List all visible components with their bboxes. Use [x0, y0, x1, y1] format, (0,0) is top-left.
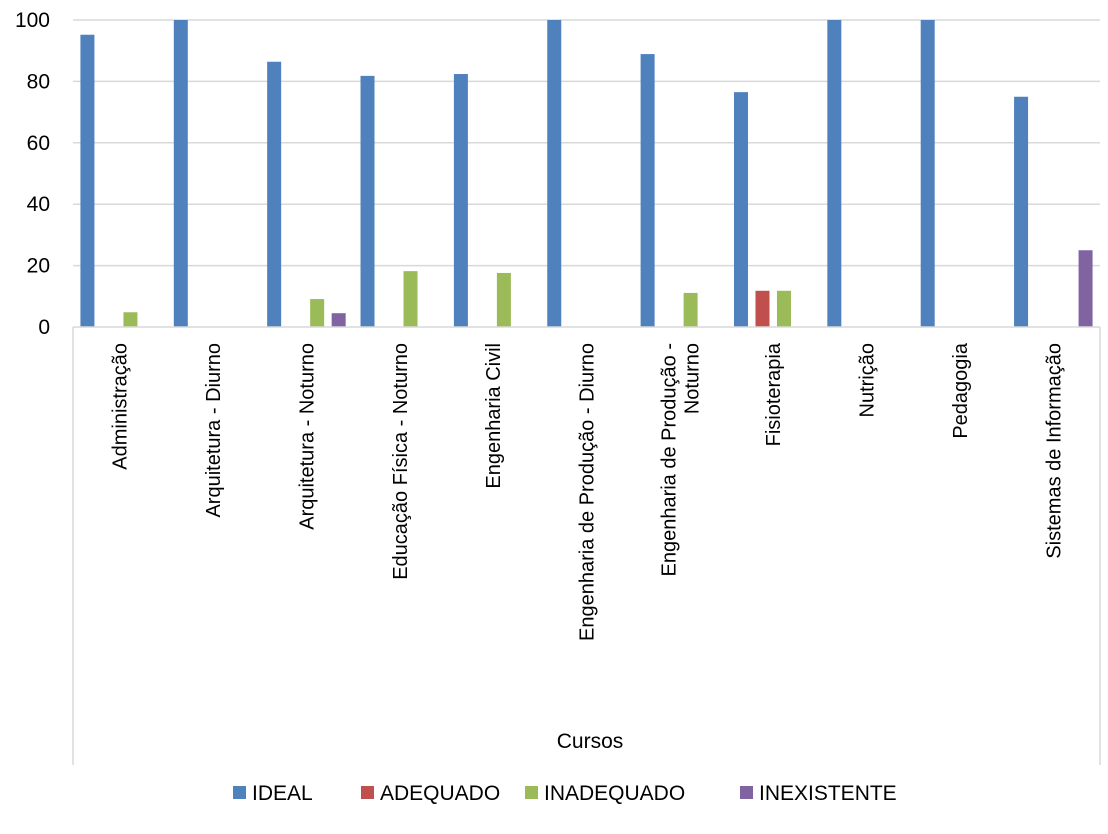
y-tick-label: 20	[27, 255, 50, 278]
category-label-line: Engenharia de Produção -	[658, 343, 680, 577]
category-label-line: Pedagogia	[950, 342, 972, 439]
y-tick-label: 40	[27, 193, 50, 216]
gridlines	[73, 19, 1100, 267]
category-label: Arquitetura - Diurno	[203, 343, 225, 518]
bar-inexistente-2	[331, 313, 346, 327]
category-label-line: Fisioterapia	[763, 342, 785, 446]
legend-item-inexistente: INEXISTENTE	[740, 782, 897, 805]
legend-label: INADEQUADO	[544, 782, 685, 805]
legend-swatch	[740, 786, 753, 799]
bar-ideal-0	[80, 34, 95, 328]
bar-inadequado-3	[403, 271, 418, 327]
bar-ideal-10	[1014, 96, 1029, 327]
bars	[80, 20, 1093, 328]
bar-ideal-3	[360, 75, 375, 328]
category-label: Fisioterapia	[763, 342, 785, 446]
category-label-line: Arquitetura - Diurno	[203, 343, 225, 518]
bar-inadequado-2	[310, 299, 325, 327]
category-label: Sistemas de Informação	[1043, 343, 1065, 559]
legend: IDEAL ADEQUADO INADEQUADO INEXISTENTE	[233, 782, 897, 805]
bar-ideal-6	[640, 54, 655, 327]
category-label-line: Engenharia Civil	[483, 343, 505, 489]
bar-inadequado-0	[123, 312, 138, 327]
legend-label: INEXISTENTE	[759, 782, 897, 805]
legend-item-ideal: IDEAL	[233, 782, 313, 805]
category-label-line: Educação Física - Noturno	[390, 343, 412, 580]
category-label: Engenharia Civil	[483, 343, 505, 489]
bar-inadequado-4	[496, 272, 511, 327]
legend-item-inadequado: INADEQUADO	[525, 782, 685, 805]
category-label-line: Arquitetura - Noturno	[296, 343, 318, 530]
category-label: Administração	[110, 343, 132, 470]
bar-ideal-7	[733, 92, 748, 327]
category-label-line: Sistemas de Informação	[1043, 343, 1065, 559]
bar-inexistente-10	[1078, 250, 1093, 327]
bar-inadequado-7	[776, 290, 791, 327]
category-label: Nutrição	[857, 343, 879, 417]
legend-swatch	[525, 786, 538, 799]
legend-item-adequado: ADEQUADO	[361, 782, 500, 805]
category-label: Engenharia de Produção -Noturno	[658, 343, 703, 577]
axes	[72, 326, 1101, 765]
bar-ideal-9	[920, 20, 935, 327]
category-label-line: Noturno	[681, 343, 703, 414]
bar-ideal-2	[267, 61, 282, 327]
category-label: Engenharia de Produção - Diurno	[577, 343, 599, 641]
legend-label: ADEQUADO	[380, 782, 500, 805]
y-tick-label: 60	[27, 132, 50, 155]
bar-ideal-1	[173, 20, 188, 327]
bar-adequado-7	[755, 290, 770, 327]
bar-ideal-5	[547, 20, 562, 327]
legend-label: IDEAL	[252, 782, 313, 805]
x-axis-title: Cursos	[557, 730, 624, 753]
y-tick-label: 100	[15, 9, 50, 32]
category-label: Arquitetura - Noturno	[296, 343, 318, 530]
legend-swatch	[361, 786, 374, 799]
category-label: Pedagogia	[950, 342, 972, 439]
bar-ideal-8	[827, 20, 842, 327]
category-label-line: Nutrição	[857, 343, 879, 417]
category-label: Educação Física - Noturno	[390, 343, 412, 580]
y-tick-label: 0	[38, 316, 50, 339]
y-tick-labels: 0 20 40 60 80 100	[15, 9, 50, 339]
bar-inadequado-6	[683, 292, 698, 327]
category-label-line: Engenharia de Produção - Diurno	[577, 343, 599, 641]
y-tick-label: 80	[27, 70, 50, 93]
legend-swatch	[233, 786, 246, 799]
bar-ideal-4	[453, 74, 468, 327]
category-labels: Administração Arquitetura - Diurno Arquite…	[110, 342, 1066, 641]
category-label-line: Administração	[110, 343, 132, 470]
